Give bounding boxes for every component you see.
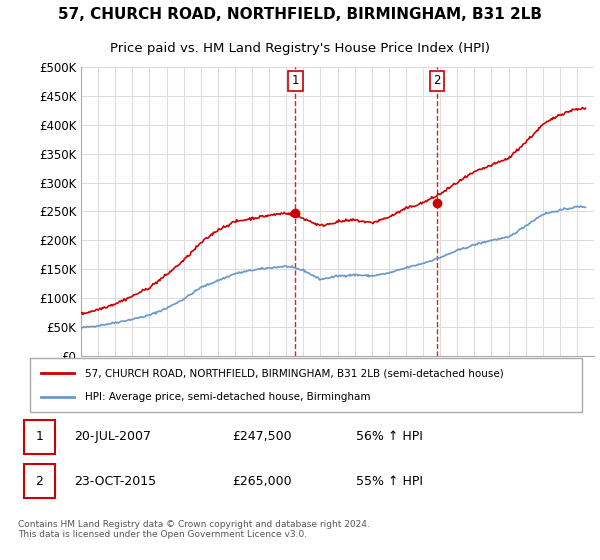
FancyBboxPatch shape — [23, 464, 55, 498]
Text: 1: 1 — [35, 430, 43, 444]
Text: 55% ↑ HPI: 55% ↑ HPI — [356, 475, 424, 488]
FancyBboxPatch shape — [23, 419, 55, 454]
Text: £247,500: £247,500 — [232, 430, 292, 444]
Text: 1: 1 — [292, 74, 299, 87]
Text: 57, CHURCH ROAD, NORTHFIELD, BIRMINGHAM, B31 2LB (semi-detached house): 57, CHURCH ROAD, NORTHFIELD, BIRMINGHAM,… — [85, 368, 504, 379]
FancyBboxPatch shape — [30, 358, 582, 412]
Text: 56% ↑ HPI: 56% ↑ HPI — [356, 430, 423, 444]
Text: 23-OCT-2015: 23-OCT-2015 — [74, 475, 157, 488]
Text: 2: 2 — [433, 74, 440, 87]
Text: Price paid vs. HM Land Registry's House Price Index (HPI): Price paid vs. HM Land Registry's House … — [110, 42, 490, 55]
Text: 2: 2 — [35, 475, 43, 488]
Text: 57, CHURCH ROAD, NORTHFIELD, BIRMINGHAM, B31 2LB: 57, CHURCH ROAD, NORTHFIELD, BIRMINGHAM,… — [58, 7, 542, 22]
Text: HPI: Average price, semi-detached house, Birmingham: HPI: Average price, semi-detached house,… — [85, 391, 371, 402]
Text: 20-JUL-2007: 20-JUL-2007 — [74, 430, 151, 444]
Text: £265,000: £265,000 — [232, 475, 292, 488]
Text: Contains HM Land Registry data © Crown copyright and database right 2024.
This d: Contains HM Land Registry data © Crown c… — [18, 520, 370, 539]
